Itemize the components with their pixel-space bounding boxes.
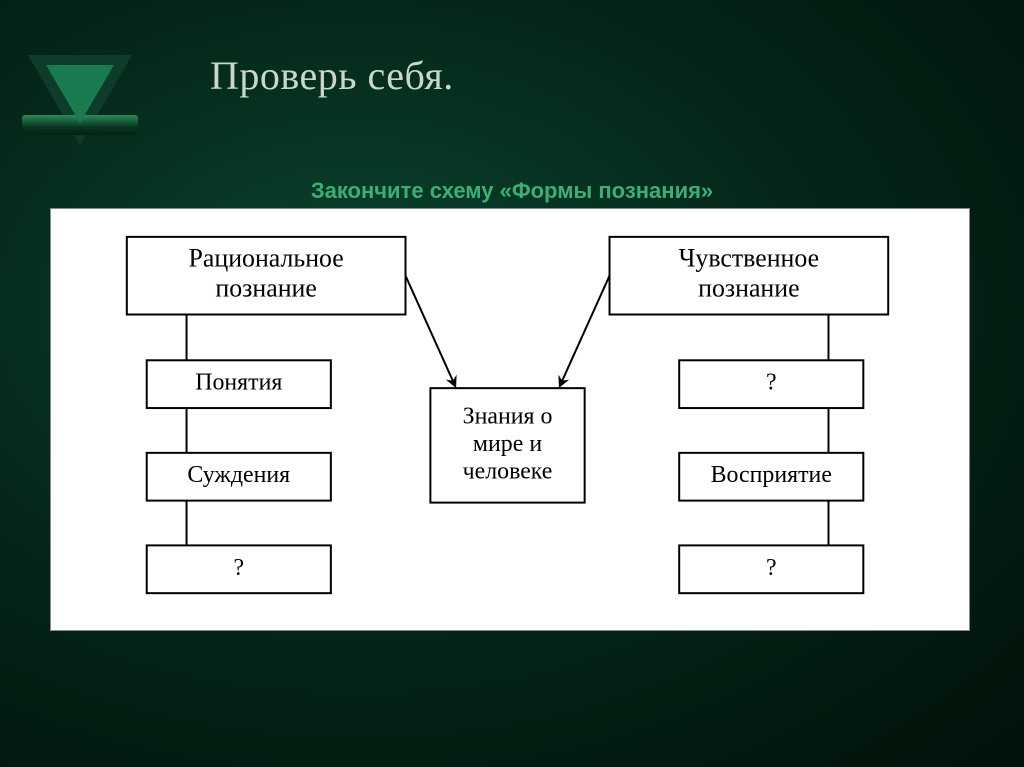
nodes-group: РациональноепознаниеЧувственноепознаниеП…: [127, 237, 888, 593]
slide-title: Проверь себя.: [210, 52, 454, 99]
node-perception: Восприятие: [679, 453, 863, 501]
node-left_q-label: ?: [233, 555, 244, 581]
node-rational-label: познание: [215, 274, 316, 303]
node-right_q1-label: ?: [766, 370, 777, 396]
node-center-label: мире и: [473, 431, 542, 457]
edge-rational_right-center_topleft: [405, 276, 455, 386]
node-judgments-label: Суждения: [187, 462, 290, 488]
node-left_q: ?: [147, 545, 331, 593]
node-right_q1: ?: [679, 360, 863, 408]
node-center-label: Знания о: [463, 403, 553, 429]
node-center-label: человеке: [463, 458, 553, 484]
diagram-svg: РациональноепознаниеЧувственноепознаниеП…: [51, 209, 969, 630]
diagram-container: РациональноепознаниеЧувственноепознаниеП…: [50, 208, 970, 631]
slide-subtitle: Закончите схему «Формы познания»: [0, 178, 1024, 204]
node-concepts: Понятия: [147, 360, 331, 408]
node-right_q2: ?: [679, 545, 863, 593]
node-sensory-label: познание: [698, 274, 799, 303]
node-judgments: Суждения: [147, 453, 331, 501]
node-rational-label: Рациональное: [189, 244, 344, 273]
edge-sensory_left-center_topright: [560, 276, 610, 386]
node-right_q2-label: ?: [766, 555, 777, 581]
node-center: Знания омире ичеловеке: [430, 388, 584, 502]
node-perception-label: Восприятие: [711, 462, 832, 488]
node-concepts-label: Понятия: [195, 370, 282, 396]
triangle-inner-shape: [46, 65, 114, 123]
node-sensory: Чувственноепознание: [610, 237, 889, 315]
node-rational: Рациональноепознание: [127, 237, 406, 315]
node-sensory-label: Чувственное: [679, 244, 820, 273]
